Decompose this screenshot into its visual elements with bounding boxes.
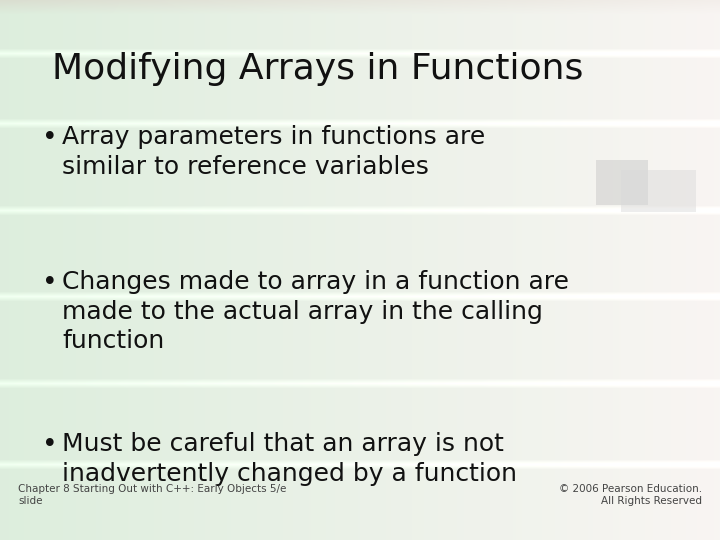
Text: •: • <box>42 270 58 296</box>
Text: Must be careful that an array is not
inadvertently changed by a function: Must be careful that an array is not ina… <box>62 432 517 485</box>
Bar <box>596 160 648 205</box>
Text: Modifying Arrays in Functions: Modifying Arrays in Functions <box>52 52 583 86</box>
Text: © 2006 Pearson Education.
All Rights Reserved: © 2006 Pearson Education. All Rights Res… <box>559 484 702 506</box>
Text: •: • <box>42 125 58 151</box>
Text: •: • <box>42 432 58 458</box>
Bar <box>621 170 696 212</box>
Text: Changes made to array in a function are
made to the actual array in the calling
: Changes made to array in a function are … <box>62 270 569 353</box>
Text: Chapter 8 Starting Out with C++: Early Objects 5/e
slide: Chapter 8 Starting Out with C++: Early O… <box>18 484 287 506</box>
Text: Array parameters in functions are
similar to reference variables: Array parameters in functions are simila… <box>62 125 485 179</box>
